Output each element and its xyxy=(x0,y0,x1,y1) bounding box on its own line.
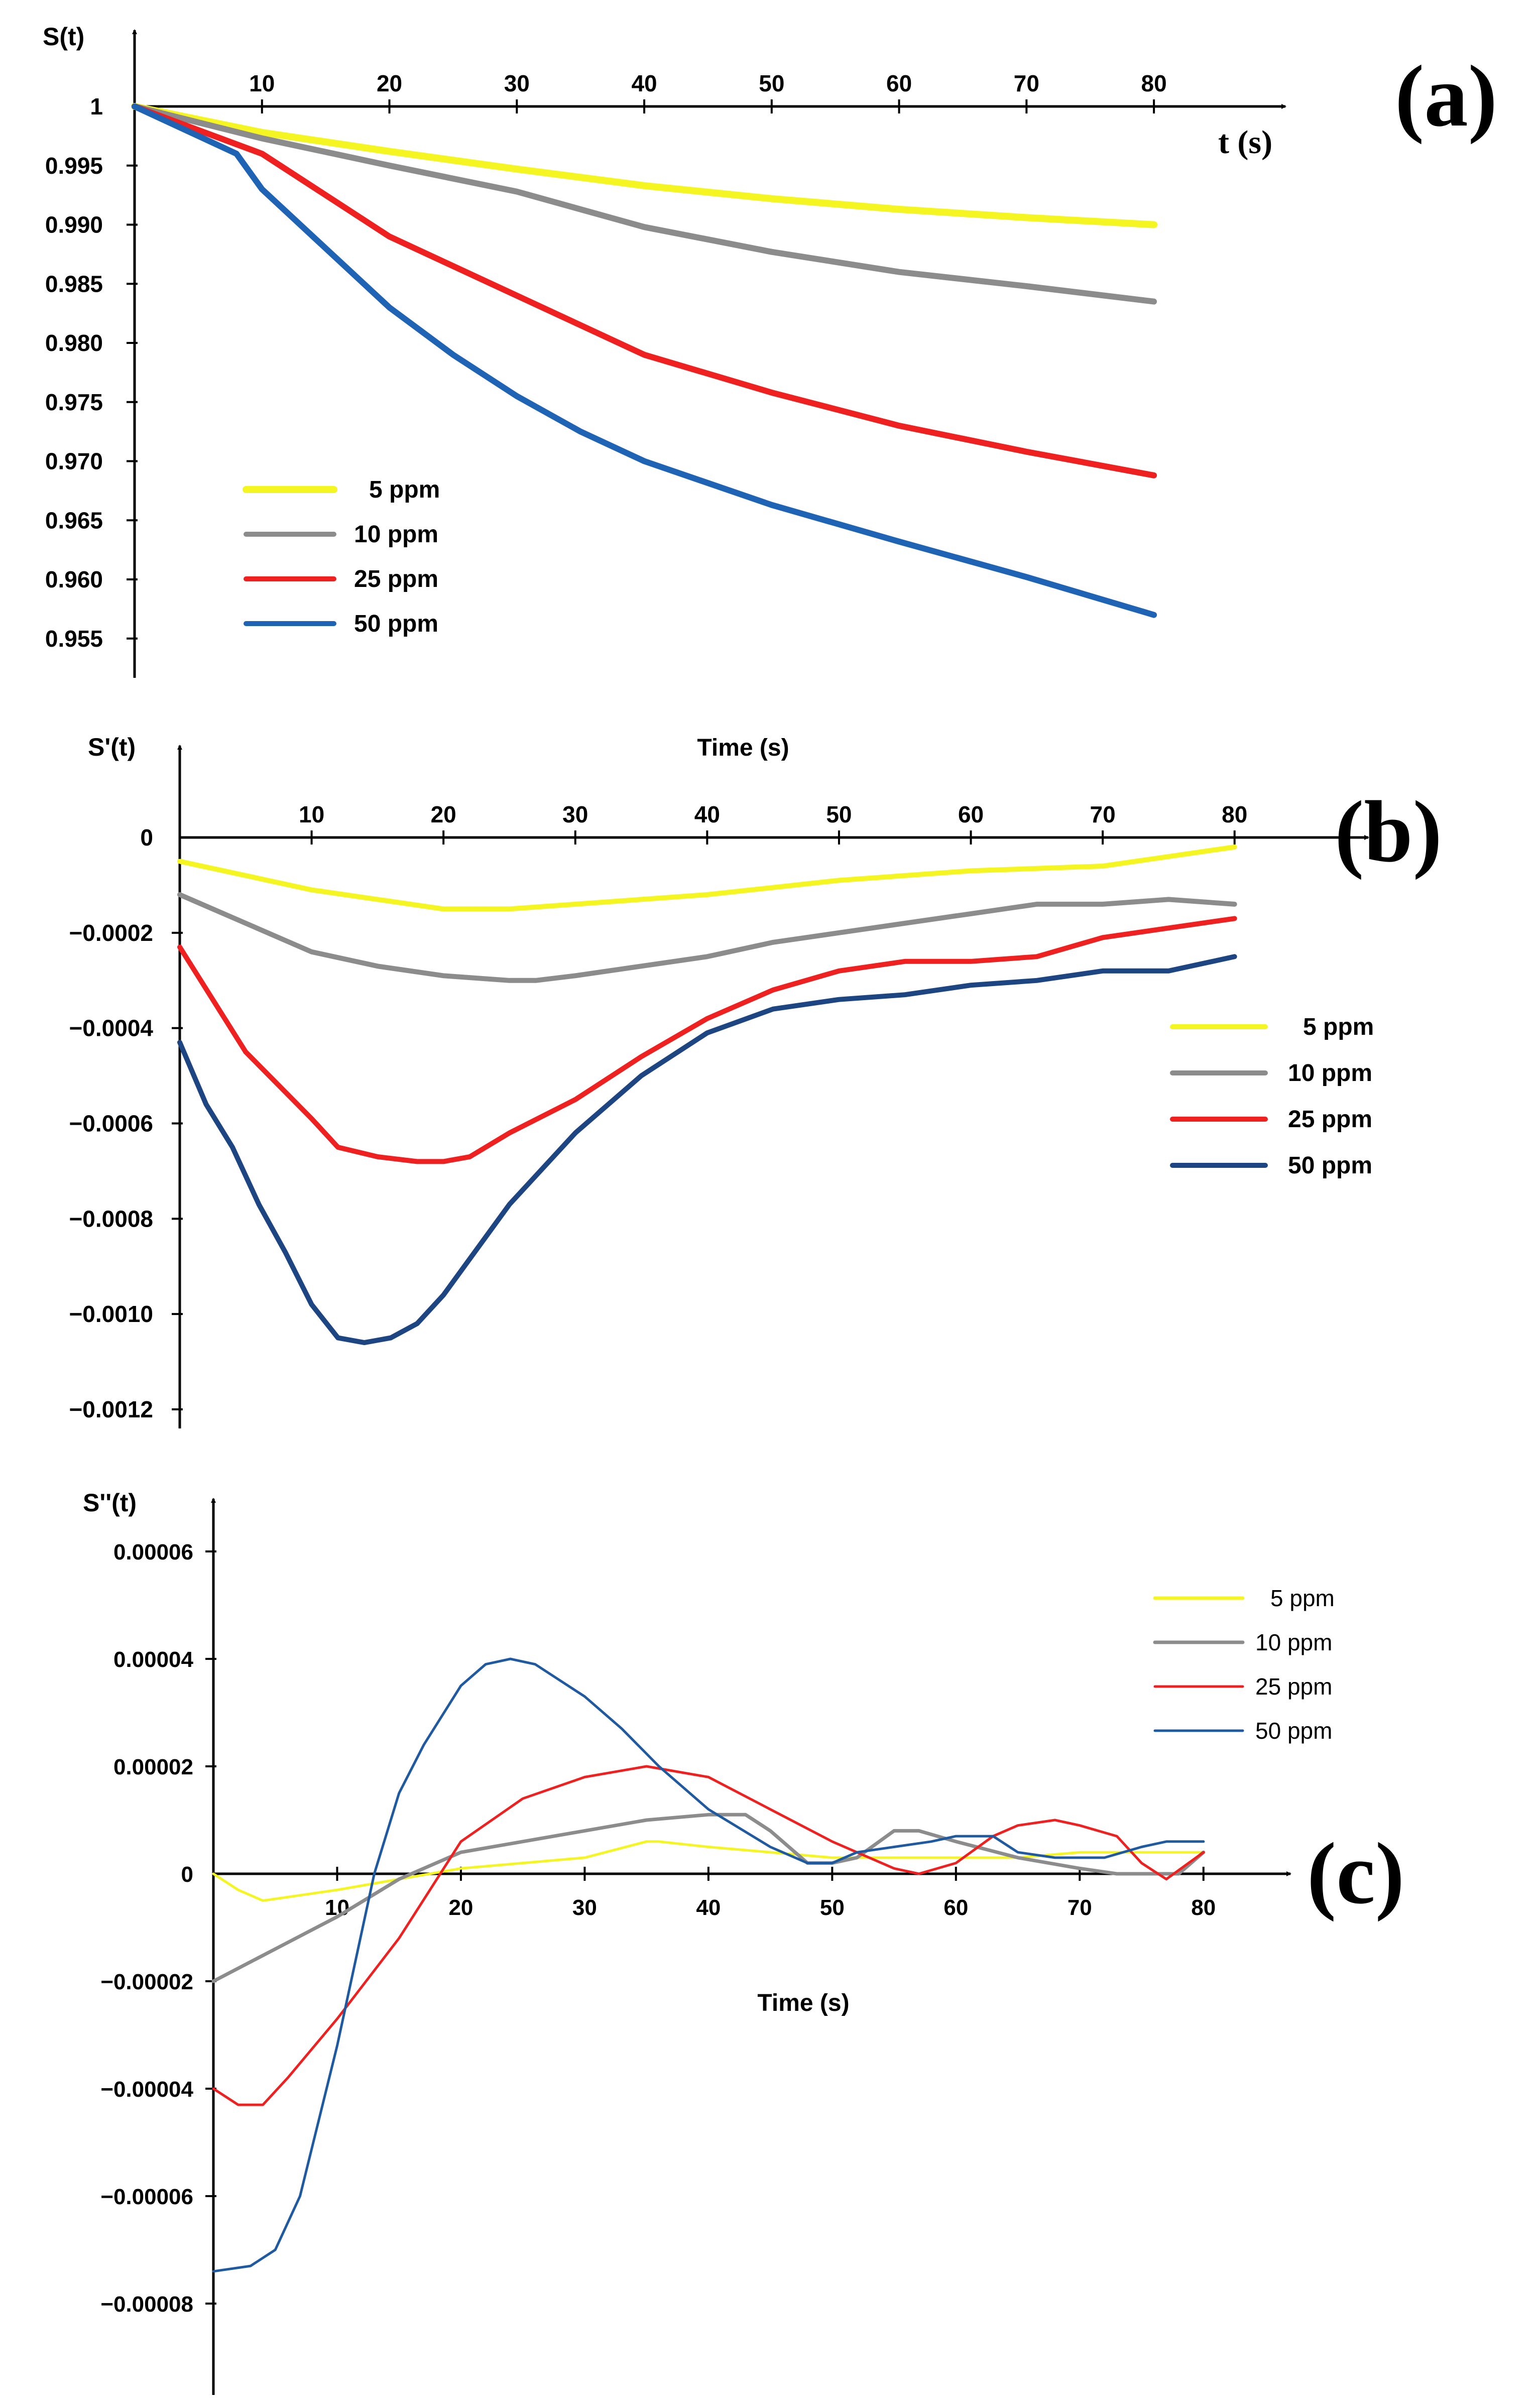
panel-b-legend-label-25-ppm: 25 ppm xyxy=(1288,1106,1372,1133)
panel-b-x-tick-label: 70 xyxy=(1090,801,1116,827)
panel-c-x-tick-label: 70 xyxy=(1068,1895,1092,1920)
panel-c-chart: 10 20 30 40 50 60 70 800.000060.000040.000020−0… xyxy=(83,1489,1404,2395)
panel-b-y-axis-label: S'(t) xyxy=(88,733,136,761)
panel-b-x-axis-label: Time (s) xyxy=(697,735,789,761)
panel-b-legend-label-5-ppm: 5 ppm xyxy=(1303,1014,1374,1040)
panel-a-y-tick-label: 0.960 xyxy=(45,566,103,592)
panel-c-x-tick-label: 60 xyxy=(943,1895,968,1920)
panel-b-x-tick-label: 50 xyxy=(826,801,852,827)
panel-a-y-tick-label: 0.965 xyxy=(45,507,103,533)
panel-c-x-tick-label: 40 xyxy=(696,1895,721,1920)
panel-c-legend: 5 ppm 10 ppm 25 ppm 50 ppm xyxy=(1153,1585,1335,1744)
panel-b-y-tick-label: −0.0012 xyxy=(69,1396,153,1422)
panel-a-x-tick-label: 80 xyxy=(1141,70,1167,96)
panel-a-y-tick-label: 0.985 xyxy=(45,271,103,297)
panel-c-x-tick-label: 20 xyxy=(448,1895,473,1920)
panel-b-series-25-ppm xyxy=(177,916,1237,1164)
panel-c-x-tick-label: 50 xyxy=(820,1895,845,1920)
panel-b-panel-label: (b) xyxy=(1335,783,1442,880)
panel-a-x-tick-label: 10 xyxy=(249,70,275,96)
panel-a-legend-label-5-ppm: 5 ppm xyxy=(369,476,440,503)
panel-a-x-tick-label: 70 xyxy=(1014,70,1039,96)
panel-b-y-tick-label: −0.0006 xyxy=(69,1111,153,1137)
panel-c-legend-label-25-ppm: 25 ppm xyxy=(1255,1673,1332,1700)
panel-a-x-tick-label: 60 xyxy=(886,70,912,96)
panel-a-x-tick-label: 30 xyxy=(504,70,530,96)
panel-b-series-5-ppm xyxy=(177,845,1237,912)
panel-c-y-tick-label: 0.00002 xyxy=(113,1755,193,1779)
panel-a-series-5-ppm xyxy=(131,103,1158,228)
panel-a-y-axis-label: S(t) xyxy=(43,23,84,51)
panel-b-y-tick-label: −0.0004 xyxy=(69,1015,153,1041)
panel-b-series-10-ppm xyxy=(177,892,1237,983)
panel-a-y-tick-label: 0.970 xyxy=(45,448,103,474)
panel-c-legend-label-5-ppm: 5 ppm xyxy=(1270,1585,1335,1611)
panel-a-legend-label-10-ppm: 10 ppm xyxy=(354,521,438,548)
panel-c-y-tick-label: 0 xyxy=(181,1862,193,1887)
panel-a-y-tick-label: 0.955 xyxy=(45,626,103,652)
panel-b-y-tick-label: −0.0002 xyxy=(69,920,153,946)
panel-b-x-tick-label: 10 xyxy=(299,801,324,827)
panel-a-y-tick-label: 1 xyxy=(90,93,103,119)
panel-b-y-tick-label: 0 xyxy=(140,824,153,851)
panel-a-legend: 5 ppm 10 ppm 25 ppm 50 ppm xyxy=(243,476,440,637)
panel-b-y-tick-label: −0.0008 xyxy=(69,1206,153,1232)
panel-c-series-50-ppm xyxy=(212,1657,1205,2273)
panel-c-legend-label-10-ppm: 10 ppm xyxy=(1255,1629,1332,1655)
panel-b-series-50-ppm xyxy=(177,954,1237,1346)
panel-a-y-tick-label: 0.975 xyxy=(45,389,103,415)
panel-c-x-tick-label: 30 xyxy=(572,1895,597,1920)
panel-a-y-tick-label: 0.980 xyxy=(45,330,103,356)
panel-b-x-tick-label: 40 xyxy=(694,801,720,827)
panel-a-y-tick-label: 0.995 xyxy=(45,153,103,179)
panel-c-legend-label-50-ppm: 50 ppm xyxy=(1255,1718,1332,1744)
panel-c-y-tick-label: 0.00006 xyxy=(113,1540,193,1564)
panel-a-x-tick-label: 50 xyxy=(759,70,784,96)
panel-a-panel-label: (a) xyxy=(1395,47,1497,145)
panel-c-y-tick-label: −0.00006 xyxy=(100,2185,193,2209)
panel-b-chart: 10 20 30 40 50 60 70 80 0 −0.0002 −0.0004 −0.0006 −0… xyxy=(69,733,1442,1428)
panel-c-y-tick-label: −0.00002 xyxy=(100,1970,193,1994)
panel-c-x-tick-label: 80 xyxy=(1191,1895,1216,1920)
panel-a-x-tick-label: 40 xyxy=(631,70,657,96)
panel-c-y-axis-label: S''(t) xyxy=(83,1489,137,1517)
panel-b-x-tick-label: 30 xyxy=(562,801,588,827)
panel-a-series-50-ppm xyxy=(132,103,1157,618)
panel-b-legend-label-10-ppm: 10 ppm xyxy=(1288,1060,1372,1087)
panel-c-series-25-ppm xyxy=(212,1765,1205,2106)
panel-c-y-tick-label: 0.00004 xyxy=(113,1647,194,1672)
panel-b-legend-label-50-ppm: 50 ppm xyxy=(1288,1152,1372,1179)
panel-b-y-tick-label: −0.0010 xyxy=(69,1301,153,1327)
panel-b-x-tick-label: 20 xyxy=(431,801,456,827)
panel-c-panel-label: (c) xyxy=(1307,1825,1404,1922)
panel-b-x-tick-label: 60 xyxy=(958,801,984,827)
panel-a-y-tick-label: 0.990 xyxy=(45,212,103,238)
panel-b-x-tick-label: 80 xyxy=(1222,801,1247,827)
panel-a-legend-label-50-ppm: 50 ppm xyxy=(354,611,438,637)
panel-a-chart: 10 20 30 40 50 60 70 80 1 0.995 0.990 0.985 0.980 0.9… xyxy=(43,23,1497,678)
panel-c-x-axis-label: Time (s) xyxy=(757,1990,849,2016)
panel-a-x-axis-label: t (s) xyxy=(1218,124,1272,161)
panel-c-y-tick-label: −0.00004 xyxy=(100,2077,193,2102)
panel-b-legend: 5 ppm 10 ppm 25 ppm 50 ppm xyxy=(1170,1014,1374,1179)
panel-a-legend-label-25-ppm: 25 ppm xyxy=(354,566,438,592)
panel-a-x-tick-label: 20 xyxy=(377,70,402,96)
panel-a-series-25-ppm xyxy=(132,103,1157,478)
panel-c-y-tick-label: −0.00008 xyxy=(100,2292,193,2317)
panel-a-series-10-ppm xyxy=(132,103,1157,305)
